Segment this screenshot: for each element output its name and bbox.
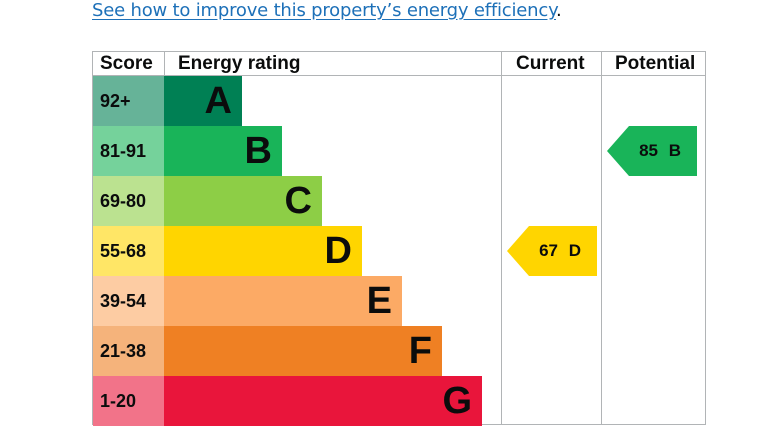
- improve-efficiency-link[interactable]: See how to improve this property’s energ…: [92, 0, 556, 21]
- header-energy-rating: Energy rating: [178, 53, 301, 74]
- score-cell-d: 55-68: [93, 226, 164, 276]
- score-cell-g: 1-20: [93, 376, 164, 426]
- rating-letter-a: A: [204, 80, 232, 122]
- score-cell-a: 92+: [93, 76, 164, 126]
- rating-band-e: E: [164, 276, 402, 326]
- score-cell-f: 21-38: [93, 326, 164, 376]
- header-current: Current: [516, 53, 585, 74]
- header-potential: Potential: [615, 53, 696, 74]
- rating-band-c: C: [164, 176, 322, 226]
- current-value: 67: [539, 241, 558, 260]
- score-cell-e: 39-54: [93, 276, 164, 326]
- potential-rating-arrow: 85 B: [607, 126, 697, 176]
- current-letter: D: [568, 241, 581, 260]
- rating-band-f: F: [164, 326, 442, 376]
- current-rating-arrow: 67 D: [507, 226, 597, 276]
- score-cell-b: 81-91: [93, 126, 164, 176]
- current-rating-label: 67 D: [539, 226, 581, 276]
- improve-efficiency-link-line: See how to improve this property’s energ…: [92, 0, 562, 21]
- rating-letter-c: C: [284, 180, 312, 222]
- potential-arrow-shape: [607, 126, 697, 176]
- rating-band-a: A: [164, 76, 242, 126]
- rating-band-g: G: [164, 376, 482, 426]
- potential-rating-label: 85 B: [639, 126, 681, 176]
- header-score: Score: [100, 53, 153, 74]
- potential-value: 85: [639, 141, 658, 160]
- link-suffix: .: [555, 0, 562, 21]
- rating-letter-e: E: [366, 280, 392, 322]
- divider-current: [601, 51, 602, 425]
- rating-letter-b: B: [244, 130, 272, 172]
- score-cell-c: 69-80: [93, 176, 164, 226]
- header-divider: [92, 75, 706, 76]
- rating-band-b: B: [164, 126, 282, 176]
- rating-letter-f: F: [408, 330, 432, 372]
- potential-letter: B: [668, 141, 681, 160]
- rating-letter-g: G: [442, 380, 472, 422]
- current-arrow-shape: [507, 226, 597, 276]
- rating-letter-d: D: [324, 230, 352, 272]
- rating-band-d: D: [164, 226, 362, 276]
- divider-rating: [501, 51, 502, 425]
